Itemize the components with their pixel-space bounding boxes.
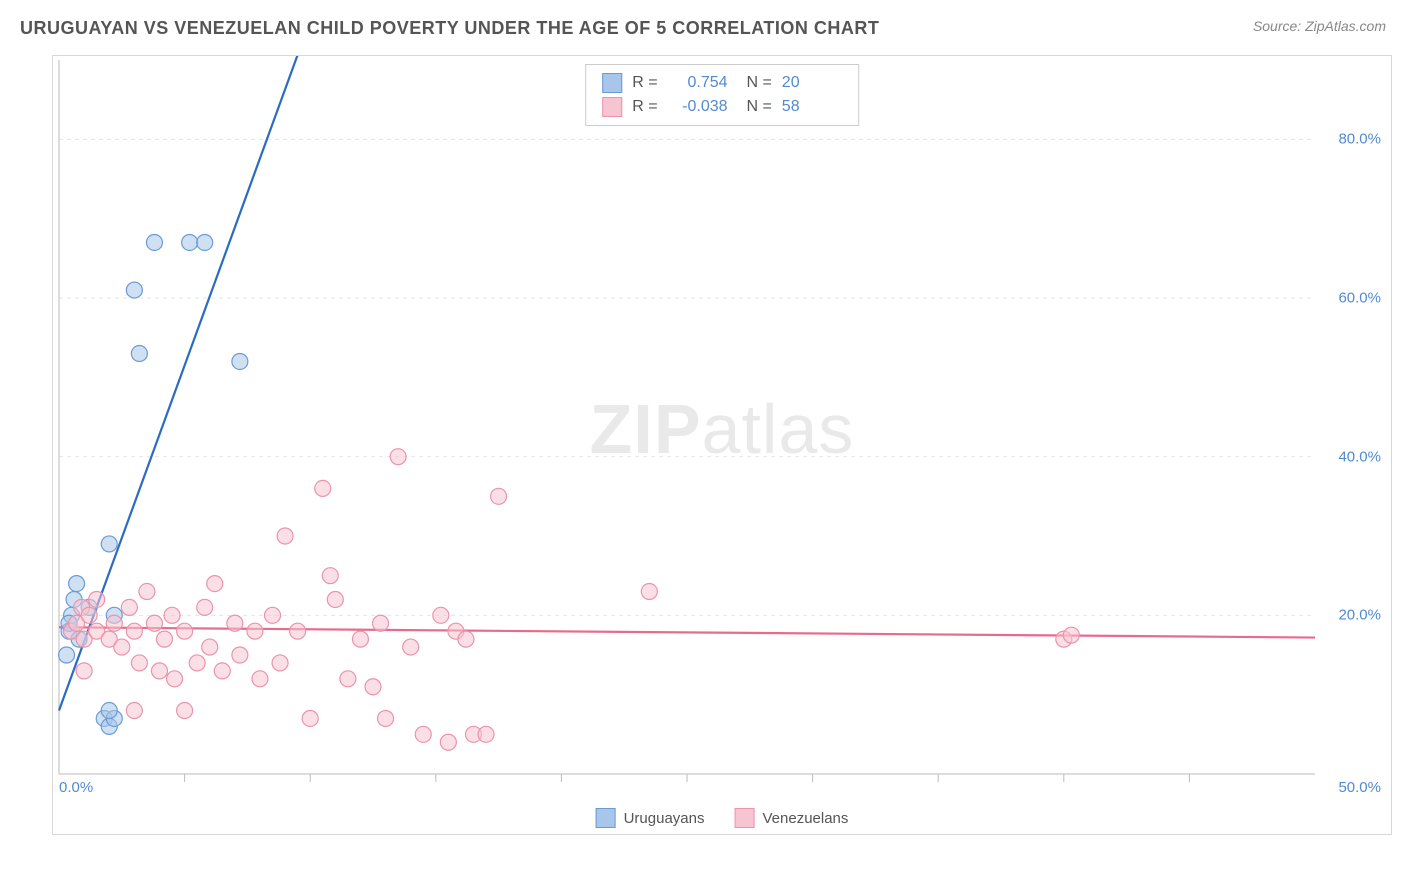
data-point: [227, 615, 243, 631]
data-point: [177, 703, 193, 719]
y-tick-label: 40.0%: [1338, 448, 1381, 465]
data-point: [214, 663, 230, 679]
data-point: [202, 639, 218, 655]
legend-swatch: [602, 97, 622, 117]
legend-label: Uruguayans: [624, 810, 705, 827]
legend-row: R = -0.038 N = 58: [602, 95, 842, 119]
data-point: [76, 663, 92, 679]
chart-title: URUGUAYAN VS VENEZUELAN CHILD POVERTY UN…: [20, 18, 879, 39]
data-point: [126, 703, 142, 719]
header: URUGUAYAN VS VENEZUELAN CHILD POVERTY UN…: [0, 0, 1406, 51]
y-tick-label: 20.0%: [1338, 607, 1381, 624]
data-point: [207, 576, 223, 592]
data-point: [131, 346, 147, 362]
data-point: [365, 679, 381, 695]
data-point: [491, 488, 507, 504]
data-point: [302, 710, 318, 726]
legend-n-value: 58: [782, 95, 842, 119]
data-point: [59, 647, 75, 663]
data-point: [433, 607, 449, 623]
data-point: [1063, 627, 1079, 643]
data-point: [232, 647, 248, 663]
data-point: [352, 631, 368, 647]
data-point: [121, 599, 137, 615]
legend-swatch: [734, 808, 754, 828]
legend-n-label: N =: [738, 71, 772, 95]
data-point: [164, 607, 180, 623]
data-point: [146, 615, 162, 631]
legend-r-value: -0.038: [668, 95, 728, 119]
legend-swatch: [602, 73, 622, 93]
legend-item: Venezuelans: [734, 808, 848, 828]
data-point: [378, 710, 394, 726]
legend-r-label: R =: [632, 71, 657, 95]
data-point: [322, 568, 338, 584]
series-legend: Uruguayans Venezuelans: [596, 808, 849, 828]
data-point: [277, 528, 293, 544]
data-point: [265, 607, 281, 623]
data-point: [167, 671, 183, 687]
data-point: [101, 536, 117, 552]
data-point: [403, 639, 419, 655]
y-tick-label: 60.0%: [1338, 290, 1381, 307]
legend-item: Uruguayans: [596, 808, 705, 828]
data-point: [478, 726, 494, 742]
data-point: [151, 663, 167, 679]
data-point: [232, 353, 248, 369]
legend-n-label: N =: [738, 95, 772, 119]
data-point: [390, 449, 406, 465]
chart-container: ZIPatlas R =0.754 N =20R =-0.038 N =58 0…: [52, 55, 1392, 835]
data-point: [69, 576, 85, 592]
data-point: [126, 282, 142, 298]
correlation-legend: R = 0.754 N = 20 R = -0.038 N = 58: [585, 64, 859, 126]
data-point: [440, 734, 456, 750]
data-point: [315, 480, 331, 496]
legend-n-value: 20: [782, 71, 842, 95]
data-point: [327, 591, 343, 607]
data-point: [89, 591, 105, 607]
data-point: [458, 631, 474, 647]
data-point: [641, 584, 657, 600]
source-attribution: Source: ZipAtlas.com: [1253, 18, 1386, 34]
data-point: [290, 623, 306, 639]
legend-row: R = 0.754 N = 20: [602, 71, 842, 95]
legend-r-label: R =: [632, 95, 657, 119]
data-point: [157, 631, 173, 647]
data-point: [139, 584, 155, 600]
data-point: [247, 623, 263, 639]
scatter-plot-svg: [53, 56, 1391, 834]
data-point: [106, 615, 122, 631]
data-point: [415, 726, 431, 742]
data-point: [177, 623, 193, 639]
data-point: [252, 671, 268, 687]
legend-label: Venezuelans: [762, 810, 848, 827]
data-point: [272, 655, 288, 671]
data-point: [131, 655, 147, 671]
legend-r-value: 0.754: [668, 71, 728, 95]
data-point: [114, 639, 130, 655]
x-axis-max-label: 50.0%: [1338, 779, 1381, 796]
x-axis-min-label: 0.0%: [59, 779, 93, 796]
data-point: [197, 234, 213, 250]
legend-swatch: [596, 808, 616, 828]
data-point: [373, 615, 389, 631]
data-point: [197, 599, 213, 615]
data-point: [101, 703, 117, 719]
y-tick-label: 80.0%: [1338, 131, 1381, 148]
data-point: [146, 234, 162, 250]
data-point: [189, 655, 205, 671]
data-point: [340, 671, 356, 687]
data-point: [182, 234, 198, 250]
data-point: [81, 607, 97, 623]
data-point: [126, 623, 142, 639]
